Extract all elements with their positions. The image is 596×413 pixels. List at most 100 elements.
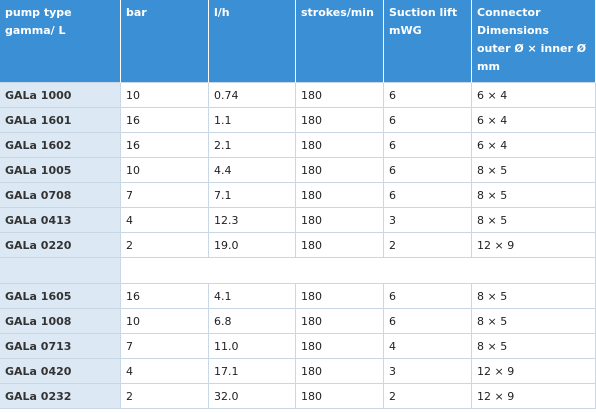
table-cell: 2: [384, 384, 472, 409]
header-line: outer Ø × inner Ø: [477, 42, 587, 55]
table-cell: 180: [296, 183, 384, 208]
header-line: strokes/min: [301, 6, 374, 19]
header-line: Dimensions: [477, 24, 549, 37]
table-cell: 3: [384, 359, 472, 384]
header-line: l/h: [214, 6, 230, 19]
table-cell: 2: [121, 384, 209, 409]
table-cell: 2.1: [209, 133, 296, 158]
table-cell: 2: [384, 233, 472, 258]
table-cell: 6 × 4: [472, 83, 596, 108]
pump-type-cell: GALa 0713: [0, 334, 121, 359]
table-cell: 19.0: [209, 233, 296, 258]
header-line: pump type: [5, 6, 72, 19]
table-cell: 180: [296, 384, 384, 409]
table-row: GALa 0413 4 12.3 180 3 8 × 5: [0, 208, 596, 233]
header-line: Connector: [477, 6, 541, 19]
table-cell: 6: [384, 158, 472, 183]
table-cell: 11.0: [209, 334, 296, 359]
table-cell: 4.1: [209, 284, 296, 309]
header-row: pump type gamma/ L bar l/h strokes/min Suctio…: [0, 0, 596, 83]
table-cell: 180: [296, 158, 384, 183]
pump-type-cell: GALa 1008: [0, 309, 121, 334]
table-cell: 7: [121, 334, 209, 359]
pump-type-cell: GALa 1601: [0, 108, 121, 133]
table-row: GALa 0420 4 17.1 180 3 12 × 9: [0, 359, 596, 384]
table-cell: 4: [121, 208, 209, 233]
header-cell: strokes/min: [296, 0, 384, 83]
table-cell: 6.8: [209, 309, 296, 334]
table-cell: 8 × 5: [472, 158, 596, 183]
table-cell: 7: [121, 183, 209, 208]
pump-type-cell: GALa 1605: [0, 284, 121, 309]
table-cell: 3: [384, 208, 472, 233]
table-cell: 10: [121, 309, 209, 334]
table-cell: 8 × 5: [472, 334, 596, 359]
table-cell: 2: [121, 233, 209, 258]
table-cell: 8 × 5: [472, 183, 596, 208]
table-cell: 8 × 5: [472, 309, 596, 334]
header-cell: l/h: [209, 0, 296, 83]
table-cell: 6: [384, 284, 472, 309]
table-cell: 12 × 9: [472, 233, 596, 258]
separator-cell: [121, 258, 596, 284]
table-cell: 17.1: [209, 359, 296, 384]
header-line: gamma/ L: [5, 24, 66, 37]
pump-type-cell: GALa 0232: [0, 384, 121, 409]
table-cell: 10: [121, 158, 209, 183]
table-cell: 32.0: [209, 384, 296, 409]
table-cell: 180: [296, 284, 384, 309]
table-cell: 10: [121, 83, 209, 108]
table-body: GALa 1000 10 0.74 180 6 6 × 4 GALa 1601 16 1.1 18…: [0, 83, 596, 409]
table-cell: 1.1: [209, 108, 296, 133]
header-cell: Suction lift mWG: [384, 0, 472, 83]
table-row: GALa 1008 10 6.8 180 6 8 × 5: [0, 309, 596, 334]
pump-type-cell: GALa 1005: [0, 158, 121, 183]
pump-type-cell: GALa 0220: [0, 233, 121, 258]
header-cell: bar: [121, 0, 209, 83]
header-line: bar: [126, 6, 147, 19]
separator-cell: [0, 258, 121, 284]
table-cell: 16: [121, 108, 209, 133]
pump-type-cell: GALa 1000: [0, 83, 121, 108]
table-cell: 180: [296, 133, 384, 158]
header-cell: Connector Dimensions outer Ø × inner Ø mm: [472, 0, 596, 83]
table-cell: 180: [296, 334, 384, 359]
table-cell: 6: [384, 183, 472, 208]
table-cell: 180: [296, 309, 384, 334]
table-cell: 8 × 5: [472, 208, 596, 233]
table-cell: 4.4: [209, 158, 296, 183]
table-cell: 6: [384, 83, 472, 108]
table-cell: 6: [384, 108, 472, 133]
table-row: GALa 0713 7 11.0 180 4 8 × 5: [0, 334, 596, 359]
table-cell: 8 × 5: [472, 284, 596, 309]
table-cell: 180: [296, 83, 384, 108]
table-cell: 4: [121, 359, 209, 384]
pump-type-cell: GALa 1602: [0, 133, 121, 158]
header-line: Suction lift: [389, 6, 458, 19]
header-line: mWG: [389, 24, 422, 37]
table-cell: 180: [296, 208, 384, 233]
table-cell: 16: [121, 284, 209, 309]
table-row: GALa 1602 16 2.1 180 6 6 × 4: [0, 133, 596, 158]
table-cell: 180: [296, 359, 384, 384]
table-row: GALa 1605 16 4.1 180 6 8 × 5: [0, 284, 596, 309]
table-cell: 180: [296, 108, 384, 133]
header-cell: pump type gamma/ L: [0, 0, 121, 83]
table-row: GALa 1005 10 4.4 180 6 8 × 5: [0, 158, 596, 183]
table-cell: 6: [384, 133, 472, 158]
table-cell: 16: [121, 133, 209, 158]
pump-type-cell: GALa 0420: [0, 359, 121, 384]
table-cell: 12 × 9: [472, 359, 596, 384]
table-row: GALa 0708 7 7.1 180 6 8 × 5: [0, 183, 596, 208]
table-row: GALa 0220 2 19.0 180 2 12 × 9: [0, 233, 596, 258]
table-row: GALa 1000 10 0.74 180 6 6 × 4: [0, 83, 596, 108]
header-line: mm: [477, 60, 500, 73]
table-cell: 12 × 9: [472, 384, 596, 409]
pump-type-cell: GALa 0708: [0, 183, 121, 208]
table-cell: 180: [296, 233, 384, 258]
table-cell: 6 × 4: [472, 108, 596, 133]
table-row: GALa 1601 16 1.1 180 6 6 × 4: [0, 108, 596, 133]
table-header: pump type gamma/ L bar l/h strokes/min Suctio…: [0, 0, 596, 83]
